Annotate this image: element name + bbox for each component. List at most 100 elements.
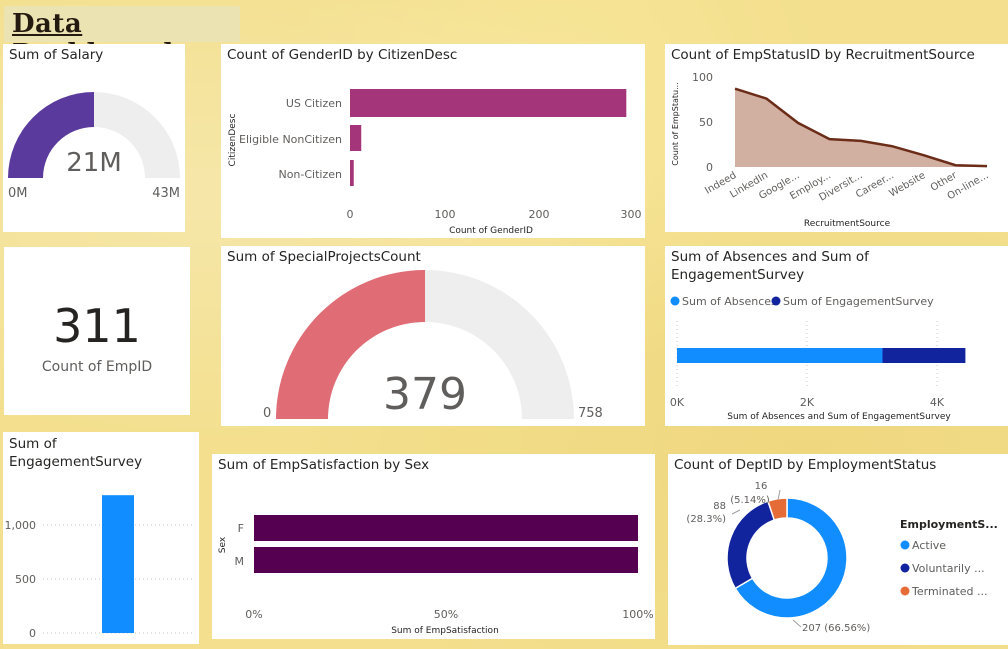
citizen-xtick-100: 100 — [435, 208, 456, 221]
satisfaction-xtick-0: 0% — [245, 608, 262, 621]
citizen-chart-card[interactable]: Count of GenderID by CitizenDesc Citizen… — [221, 44, 645, 238]
donut-leader-terminated — [777, 489, 781, 501]
citizen-chart-svg: CitizenDesc US Citizen Eligible NonCitiz… — [228, 89, 642, 236]
donut-leader-active — [792, 619, 802, 628]
recruitment-ytick-100: 100 — [692, 71, 713, 84]
engagement-ytick-1000: 1,000 — [5, 519, 37, 532]
satisfaction-bar-f[interactable] — [254, 515, 638, 541]
absences-chart-card[interactable]: Sum of Absences and Sum of EngagementSur… — [665, 246, 1008, 426]
recruitment-ytick-50: 50 — [699, 116, 713, 129]
salary-gauge-value: 21M — [66, 148, 122, 178]
donut-label-active: 207 (66.56%) — [802, 623, 870, 634]
satisfaction-xlabel: Sum of EmpSatisfaction — [391, 626, 499, 636]
donut-label-voluntary-count: 88 — [713, 501, 726, 512]
absences-title-line1: Sum of Absences and Sum of — [671, 249, 869, 265]
citizen-bar-non[interactable] — [350, 160, 354, 186]
engagement-bar[interactable] — [102, 495, 134, 633]
dept-legend-dot-terminated — [900, 586, 910, 596]
absences-chart-title: Sum of Absences and Sum of EngagementSur… — [671, 248, 869, 284]
satisfaction-xtick-100: 100% — [622, 608, 653, 621]
emp-count-card[interactable]: 311 Count of EmpID — [4, 247, 190, 415]
dept-legend-dot-voluntary — [900, 563, 910, 573]
engagement-stack-bar[interactable] — [882, 348, 966, 363]
citizen-cat-2: Non-Citizen — [278, 168, 342, 181]
dept-donut-svg: 207 (66.56%) 88 (28.3%) 16 (5.14%) Emplo… — [686, 481, 998, 634]
recruitment-xlabel: RecruitmentSource — [804, 219, 891, 229]
citizen-xtick-0: 0 — [347, 208, 354, 221]
dept-donut-title: Count of DeptID by EmploymentStatus — [674, 457, 937, 473]
special-projects-card[interactable]: Sum of SpecialProjectsCount 379 0 758 — [221, 246, 645, 426]
satisfaction-chart-svg: Sex F M 0% 50% 100% Sum of EmpSatisfacti… — [218, 515, 654, 636]
citizen-bar-us[interactable] — [350, 89, 627, 117]
dept-donut-card[interactable]: Count of DeptID by EmploymentStatus 207 … — [668, 454, 1008, 645]
recruitment-ytick-0: 0 — [706, 161, 713, 174]
absences-bar[interactable] — [677, 348, 883, 363]
special-projects-fill — [276, 270, 425, 419]
satisfaction-cat-f: F — [238, 522, 244, 535]
donut-label-voluntary-pct: (28.3%) — [686, 514, 726, 525]
donut-leader-voluntary — [731, 509, 741, 515]
special-projects-value: 379 — [383, 369, 467, 420]
absences-title-line2: EngagementSurvey — [671, 267, 805, 283]
engagement-survey-svg: 1,000 500 0 — [5, 495, 193, 640]
special-projects-max: 758 — [578, 406, 603, 421]
recruitment-area[interactable] — [735, 88, 987, 167]
donut-slice-active[interactable] — [734, 497, 848, 619]
citizen-chart-title: Count of GenderID by CitizenDesc — [227, 47, 458, 63]
recruitment-xtick: Website — [887, 170, 927, 199]
absences-chart-svg: Sum of Absences Sum of EngagementSurvey … — [670, 295, 966, 422]
dept-legend-dot-active — [900, 540, 910, 550]
dept-legend-active[interactable]: Active — [912, 539, 946, 552]
absences-legend-1[interactable]: Sum of Absences — [682, 295, 777, 308]
satisfaction-ylabel: Sex — [218, 536, 228, 553]
satisfaction-chart-title: Sum of EmpSatisfaction by Sex — [218, 457, 430, 473]
citizen-xlabel: Count of GenderID — [449, 226, 533, 236]
donut-label-terminated-count: 16 — [755, 481, 768, 492]
citizen-cat-0: US Citizen — [286, 97, 342, 110]
special-projects-svg: 379 0 758 — [263, 270, 603, 421]
engagement-survey-title-line1: Sum of — [9, 436, 57, 452]
engagement-survey-card[interactable]: Sum of EngagementSurvey 1,000 500 0 — [3, 432, 199, 644]
absences-xtick-2k: 2K — [800, 396, 815, 409]
donut-slice-voluntary[interactable] — [726, 500, 776, 590]
emp-count-label: Count of EmpID — [41, 359, 153, 375]
engagement-survey-title-line2: EngagementSurvey — [9, 454, 143, 470]
absences-legend-dot-2 — [771, 296, 781, 306]
special-projects-min: 0 — [263, 406, 271, 421]
donut-label-terminated-pct: (5.14%) — [730, 495, 770, 506]
citizen-bar-eligible[interactable] — [350, 125, 362, 151]
salary-gauge-fill — [8, 92, 94, 178]
engagement-survey-title: Sum of EngagementSurvey — [9, 435, 142, 471]
dept-donut-slices — [726, 497, 848, 619]
absences-xtick-4k: 4K — [930, 396, 945, 409]
citizen-xtick-200: 200 — [529, 208, 550, 221]
recruitment-line — [734, 87, 988, 168]
satisfaction-bar-m[interactable] — [254, 547, 638, 573]
salary-gauge-card[interactable]: Sum of Salary 21M 0M 43M — [3, 44, 185, 232]
dashboard-title-banner: Data Dashboard — [4, 6, 240, 69]
salary-gauge-title: Sum of Salary — [9, 47, 104, 63]
salary-gauge-max: 43M — [152, 186, 180, 201]
salary-gauge-min: 0M — [8, 186, 28, 201]
citizen-cat-1: Eligible NonCitizen — [239, 133, 342, 146]
recruitment-ylabel: Count of EmpStatu... — [671, 82, 680, 165]
dept-legend-voluntary[interactable]: Voluntarily ... — [912, 562, 985, 575]
dept-legend-terminated[interactable]: Terminated ... — [911, 585, 987, 598]
citizen-xtick-300: 300 — [621, 208, 642, 221]
recruitment-chart-card[interactable]: Count of EmpStatusID by RecruitmentSourc… — [665, 44, 1008, 232]
dept-legend-title: EmploymentS... — [900, 518, 998, 531]
recruitment-xticks: IndeedLinkedInGoogle...Employ...Diversit… — [703, 170, 990, 204]
donut-slice-terminated[interactable] — [766, 497, 788, 522]
emp-count-value: 311 — [53, 299, 141, 353]
absences-legend-2[interactable]: Sum of EngagementSurvey — [783, 295, 934, 308]
absences-legend-dot-1 — [670, 296, 680, 306]
citizen-ylabel: CitizenDesc — [228, 114, 238, 167]
engagement-ytick-0: 0 — [29, 627, 36, 640]
recruitment-chart-title: Count of EmpStatusID by RecruitmentSourc… — [671, 47, 975, 63]
absences-xtick-0k: 0K — [670, 396, 685, 409]
special-projects-title: Sum of SpecialProjectsCount — [227, 249, 421, 265]
satisfaction-chart-card[interactable]: Sum of EmpSatisfaction by Sex Sex F M 0%… — [212, 454, 655, 639]
engagement-ytick-500: 500 — [15, 573, 36, 586]
satisfaction-cat-m: M — [235, 555, 245, 568]
